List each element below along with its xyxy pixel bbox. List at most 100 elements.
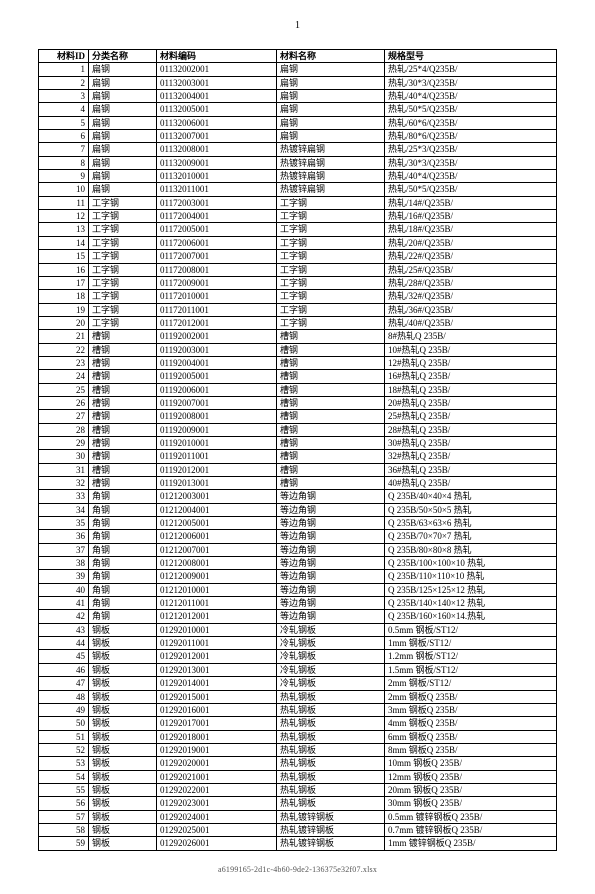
- table-cell: 扁钢: [89, 63, 157, 76]
- table-cell: 12#热轧Q 235B/: [385, 356, 557, 369]
- table-cell: 01192011001: [157, 450, 277, 463]
- table-cell: 热轧/30*3/Q235B/: [385, 156, 557, 169]
- table-cell: 钢板: [89, 650, 157, 663]
- table-cell: 槽钢: [277, 356, 385, 369]
- table-cell: 扁钢: [277, 116, 385, 129]
- table-cell: 01192008001: [157, 410, 277, 423]
- table-cell: 热轧/28#/Q235B/: [385, 276, 557, 289]
- table-cell: 钢板: [89, 837, 157, 850]
- table-cell: 热镀锌扁钢: [277, 143, 385, 156]
- table-cell: 工字钢: [277, 196, 385, 209]
- table-cell: 槽钢: [277, 423, 385, 436]
- table-row: 10扁钢01132011001热镀锌扁钢热轧/50*5/Q235B/: [39, 183, 557, 196]
- table-cell: 47: [39, 677, 89, 690]
- table-row: 54钢板01292021001热轧钢板12mm 钢板Q 235B/: [39, 770, 557, 783]
- table-cell: 8mm 钢板Q 235B/: [385, 743, 557, 756]
- table-row: 40角钢01212010001等边角钢Q 235B/125×125×12 热轧: [39, 583, 557, 596]
- table-cell: 51: [39, 730, 89, 743]
- table-cell: 43: [39, 623, 89, 636]
- table-cell: 4mm 钢板Q 235B/: [385, 717, 557, 730]
- table-row: 12工字钢01172004001工字钢热轧/16#/Q235B/: [39, 210, 557, 223]
- col-header-cat: 分类名称: [89, 50, 157, 63]
- table-cell: 工字钢: [277, 276, 385, 289]
- table-cell: 冷轧钢板: [277, 650, 385, 663]
- table-cell: 槽钢: [89, 396, 157, 409]
- table-cell: 01132003001: [157, 76, 277, 89]
- table-row: 29槽钢01192010001槽钢30#热轧Q 235B/: [39, 436, 557, 449]
- table-row: 46钢板01292013001冷轧钢板1.5mm 钢板/ST12/: [39, 663, 557, 676]
- table-cell: 01132010001: [157, 170, 277, 183]
- table-cell: 01132011001: [157, 183, 277, 196]
- table-cell: 角钢: [89, 530, 157, 543]
- table-row: 50钢板01292017001热轧钢板4mm 钢板Q 235B/: [39, 717, 557, 730]
- table-cell: 01132009001: [157, 156, 277, 169]
- table-cell: 槽钢: [89, 356, 157, 369]
- table-cell: 01192005001: [157, 370, 277, 383]
- table-row: 3扁钢01132004001扁钢热轧/40*4/Q235B/: [39, 90, 557, 103]
- table-body: 1扁钢01132002001扁钢热轧/25*4/Q235B/2扁钢0113200…: [39, 63, 557, 850]
- table-cell: 6: [39, 130, 89, 143]
- table-row: 51钢板01292018001热轧钢板6mm 钢板Q 235B/: [39, 730, 557, 743]
- table-cell: 01292019001: [157, 743, 277, 756]
- table-cell: 槽钢: [277, 450, 385, 463]
- table-cell: 热轧钢板: [277, 730, 385, 743]
- table-cell: 53: [39, 757, 89, 770]
- table-cell: 01192004001: [157, 356, 277, 369]
- table-cell: 01172006001: [157, 236, 277, 249]
- table-cell: 25#热轧Q 235B/: [385, 410, 557, 423]
- table-cell: 钢板: [89, 823, 157, 836]
- table-cell: 0.7mm 镀锌钢板Q 235B/: [385, 823, 557, 836]
- table-cell: 1.2mm 钢板/ST12/: [385, 650, 557, 663]
- table-cell: 01292010001: [157, 623, 277, 636]
- table-cell: 28#热轧Q 235B/: [385, 423, 557, 436]
- table-cell: 30#热轧Q 235B/: [385, 436, 557, 449]
- table-cell: Q 235B/40×40×4 热轧: [385, 490, 557, 503]
- table-cell: Q 235B/160×160×14.热轧: [385, 610, 557, 623]
- table-cell: 01172012001: [157, 316, 277, 329]
- table-cell: 等边角钢: [277, 597, 385, 610]
- table-row: 15工字钢01172007001工字钢热轧/22#/Q235B/: [39, 250, 557, 263]
- table-cell: 槽钢: [89, 410, 157, 423]
- table-cell: 42: [39, 610, 89, 623]
- table-cell: 32: [39, 477, 89, 490]
- table-cell: 34: [39, 503, 89, 516]
- table-cell: 9: [39, 170, 89, 183]
- table-cell: 槽钢: [89, 343, 157, 356]
- table-cell: 角钢: [89, 517, 157, 530]
- table-cell: 01132004001: [157, 90, 277, 103]
- table-cell: 热轧/14#/Q235B/: [385, 196, 557, 209]
- table-row: 28槽钢01192009001槽钢28#热轧Q 235B/: [39, 423, 557, 436]
- table-cell: 槽钢: [89, 450, 157, 463]
- footer-filename: a6199165-2d1c-4b60-9de2-136375e32f07.xls…: [38, 865, 557, 874]
- table-cell: 扁钢: [277, 90, 385, 103]
- table-cell: 01292020001: [157, 757, 277, 770]
- table-cell: 55: [39, 783, 89, 796]
- table-cell: 工字钢: [89, 210, 157, 223]
- table-cell: 0.5mm 钢板/ST12/: [385, 623, 557, 636]
- table-cell: 18: [39, 290, 89, 303]
- table-row: 17工字钢01172009001工字钢热轧/28#/Q235B/: [39, 276, 557, 289]
- table-cell: 钢板: [89, 757, 157, 770]
- table-row: 27槽钢01192008001槽钢25#热轧Q 235B/: [39, 410, 557, 423]
- table-row: 47钢板01292014001冷轧钢板2mm 钢板/ST12/: [39, 677, 557, 690]
- table-cell: 01192006001: [157, 383, 277, 396]
- table-cell: 等边角钢: [277, 570, 385, 583]
- table-cell: 5: [39, 116, 89, 129]
- table-cell: 44: [39, 637, 89, 650]
- table-cell: Q 235B/110×110×10 热轧: [385, 570, 557, 583]
- table-cell: 工字钢: [277, 236, 385, 249]
- table-cell: 8#热轧Q 235B/: [385, 330, 557, 343]
- table-cell: Q 235B/100×100×10 热轧: [385, 557, 557, 570]
- table-cell: 39: [39, 570, 89, 583]
- table-cell: 槽钢: [277, 343, 385, 356]
- table-cell: 扁钢: [277, 130, 385, 143]
- table-cell: 01212011001: [157, 597, 277, 610]
- table-cell: 10mm 钢板Q 235B/: [385, 757, 557, 770]
- table-row: 6扁钢01132007001扁钢热轧/80*6/Q235B/: [39, 130, 557, 143]
- table-cell: 01132007001: [157, 130, 277, 143]
- table-row: 21槽钢01192002001槽钢8#热轧Q 235B/: [39, 330, 557, 343]
- table-row: 23槽钢01192004001槽钢12#热轧Q 235B/: [39, 356, 557, 369]
- table-cell: 3mm 钢板Q 235B/: [385, 703, 557, 716]
- table-cell: 28: [39, 423, 89, 436]
- table-cell: 钢板: [89, 770, 157, 783]
